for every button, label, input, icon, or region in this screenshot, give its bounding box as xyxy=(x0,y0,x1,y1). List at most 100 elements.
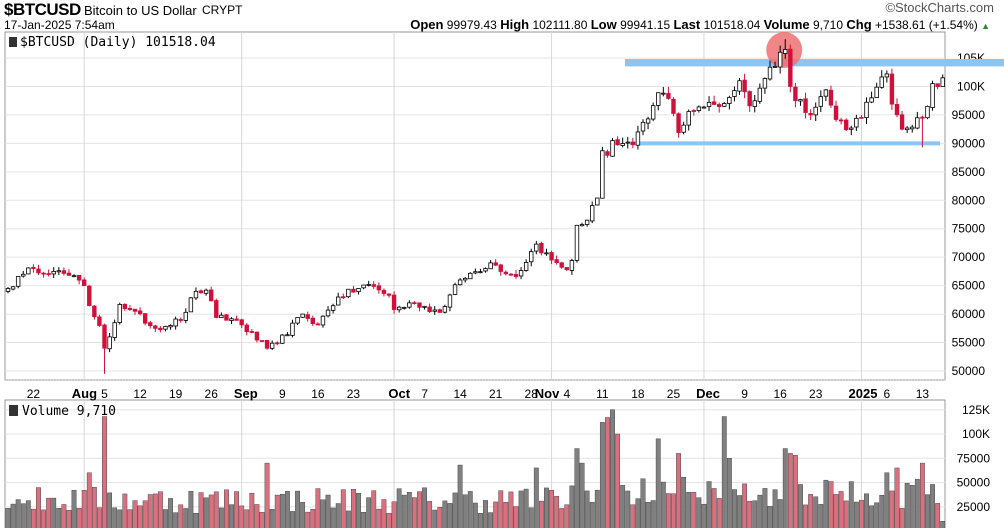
candle-body xyxy=(854,117,859,128)
volume-bar xyxy=(503,501,509,528)
volume-bar xyxy=(66,510,72,528)
volume-value: 9,710 xyxy=(812,18,844,32)
candle-body xyxy=(229,318,234,321)
candle-body xyxy=(76,274,82,281)
volume-bar xyxy=(244,509,250,528)
volume-bar xyxy=(239,505,245,528)
quote-summary: Open 99979.43 High 102111.80 Low 99941.1… xyxy=(410,17,990,34)
volume-bar xyxy=(345,510,351,528)
candle-body xyxy=(346,288,351,298)
volume-tick-label: 25000 xyxy=(957,500,991,514)
volume-bar xyxy=(36,487,41,528)
volume-bar xyxy=(457,464,463,528)
candle-body xyxy=(351,288,356,293)
volume-bar xyxy=(86,472,92,528)
chg-label: Chg xyxy=(846,17,872,32)
volume-bar xyxy=(589,502,595,528)
volume-bar xyxy=(356,493,361,528)
candle-body xyxy=(66,272,72,276)
candle-body xyxy=(666,93,671,99)
candle-body xyxy=(239,319,244,326)
volume-bar xyxy=(264,462,270,528)
candle-body xyxy=(605,151,610,156)
volume-bar xyxy=(290,511,295,528)
volume-bar xyxy=(335,503,341,528)
volume-bar xyxy=(274,494,280,528)
volume-bar xyxy=(599,422,605,528)
volume-tick-label: 50000 xyxy=(957,476,991,490)
candle-body xyxy=(508,273,514,276)
candle-body xyxy=(21,273,26,277)
date-tick-label: 22 xyxy=(27,387,41,401)
date-tick-label: 6 xyxy=(883,387,890,401)
candle-body xyxy=(930,83,935,108)
candle-body xyxy=(823,89,829,97)
volume-bar xyxy=(493,501,499,528)
date-tick-label: 21 xyxy=(489,387,503,401)
candle-body xyxy=(412,302,417,305)
date-tick-label: 16 xyxy=(773,387,787,401)
volume-bar xyxy=(173,512,179,528)
candle-body xyxy=(407,302,412,308)
exchange: CRYPT xyxy=(202,3,243,17)
volume-bar xyxy=(594,489,600,528)
volume-bar xyxy=(478,513,483,528)
candle-body xyxy=(178,319,183,321)
volume-bar xyxy=(41,509,46,528)
volume-bar xyxy=(843,500,849,528)
candle-body xyxy=(442,306,448,313)
candle-body xyxy=(422,305,427,308)
candle-body xyxy=(153,325,158,329)
volume-bar xyxy=(757,494,763,528)
candle-body xyxy=(168,325,173,328)
candle-body xyxy=(645,118,651,124)
candle-body xyxy=(244,324,249,333)
candle-body xyxy=(884,73,890,78)
volume-bar xyxy=(81,490,87,528)
volume-bar xyxy=(696,497,702,528)
candle-body xyxy=(290,322,295,336)
volume-bar xyxy=(15,499,21,528)
volume-bar xyxy=(742,483,748,528)
candle-body xyxy=(381,290,387,294)
candle-body xyxy=(173,318,178,327)
volume-bar xyxy=(737,495,742,528)
candle-body xyxy=(935,83,940,87)
candle-body xyxy=(635,131,641,146)
volume-bar xyxy=(25,500,31,528)
candle-body xyxy=(224,314,229,321)
volume-bar xyxy=(564,504,570,528)
volume-bar xyxy=(203,497,209,528)
high-value: 102111.80 xyxy=(532,18,588,32)
volume-bar xyxy=(76,508,82,528)
date-tick-label: Aug xyxy=(72,386,97,401)
volume-bar xyxy=(909,484,915,528)
volume-bar xyxy=(56,508,62,528)
candle-body xyxy=(701,106,707,109)
date-tick-label: 13 xyxy=(916,387,930,401)
volume-bar xyxy=(508,491,514,528)
volume-bar xyxy=(320,499,326,528)
volume-bar xyxy=(808,494,814,528)
candle-body xyxy=(559,262,564,268)
brand-logo[interactable]: ©StockCharts.com xyxy=(885,0,994,15)
candle-body xyxy=(498,264,503,272)
candle-body xyxy=(523,262,529,271)
volume-bar xyxy=(874,502,880,528)
candle-body xyxy=(615,139,620,146)
volume-bar xyxy=(371,490,377,528)
candle-body xyxy=(427,306,432,312)
candle-body xyxy=(127,308,133,310)
candle-body xyxy=(483,268,488,272)
volume-bar xyxy=(732,489,737,528)
volume-bar xyxy=(544,487,549,528)
low-value: 99941.15 xyxy=(620,18,671,32)
date-tick-label: Sep xyxy=(234,386,258,401)
price-panel-title: $BTCUSD (Daily) 101518.04 xyxy=(20,35,216,50)
candle-body xyxy=(574,224,580,261)
candle-body xyxy=(122,303,128,310)
candle-body xyxy=(396,306,402,311)
price-panel xyxy=(4,31,946,381)
candle-body xyxy=(402,306,407,309)
candle-body xyxy=(595,197,600,206)
